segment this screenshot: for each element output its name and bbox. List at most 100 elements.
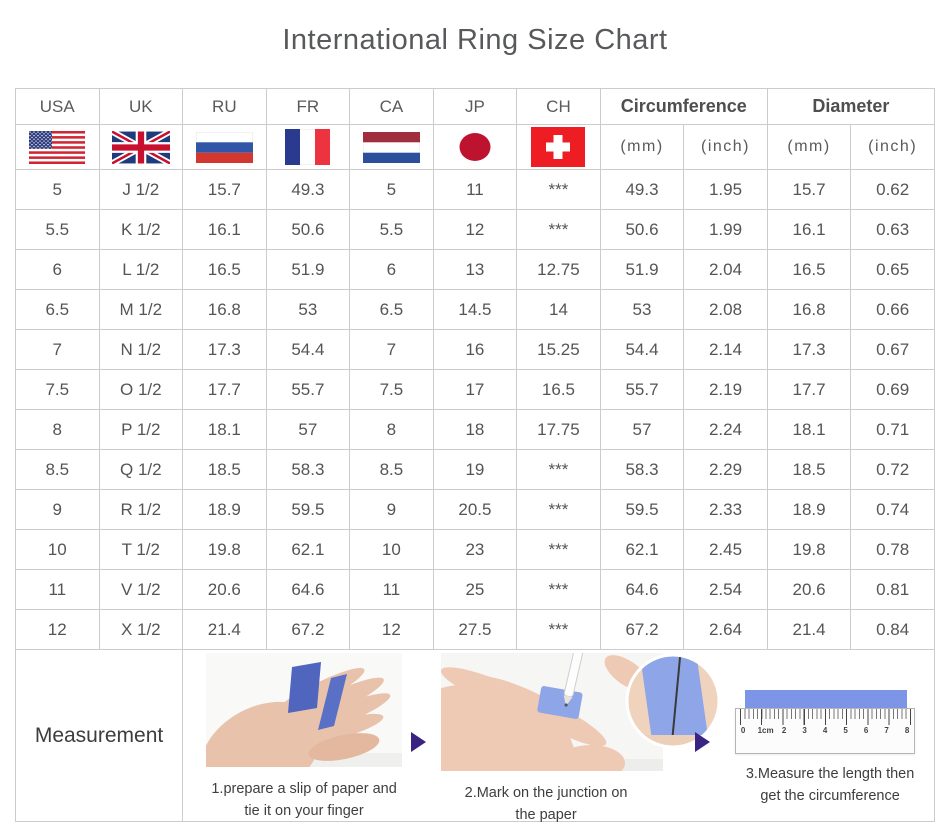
size-cell: 55.7	[265, 369, 351, 410]
size-cell: 15.25	[516, 329, 601, 370]
size-cell: 2.14	[683, 329, 768, 370]
ruler-label: 1cm	[757, 726, 774, 735]
netherlands-flag-icon	[362, 131, 420, 163]
size-cell: 0.74	[850, 489, 935, 530]
size-cell: 6	[15, 249, 100, 290]
size-row: 10 T 1/2 19.8 62.1 10 23 *** 62.1 2.45 19.8 0.78	[15, 529, 935, 570]
size-cell: 0.84	[850, 609, 935, 650]
flag-cell-jp	[432, 124, 518, 170]
size-cell: 10	[349, 529, 434, 570]
size-cell: 2.64	[683, 609, 768, 650]
hand-pen-marking-icon	[402, 638, 721, 806]
size-cell: 59.5	[265, 489, 351, 530]
step-1-caption: 1.prepare a slip of paper and tie it on …	[211, 781, 397, 819]
size-cell: 0.62	[850, 169, 935, 210]
flag-cell-ru	[182, 124, 267, 170]
size-cell: 14.5	[432, 289, 518, 330]
uk-flag-icon	[111, 130, 170, 164]
size-cell: 0.67	[850, 329, 935, 370]
size-cell: 20.5	[432, 489, 518, 530]
size-cell: 19.8	[182, 529, 267, 570]
unit-header-circumference-mm: (mm)	[599, 124, 685, 170]
size-cell: 12	[15, 609, 100, 650]
france-flag-icon	[285, 129, 331, 165]
size-cell: 0.63	[850, 209, 935, 250]
ring-size-table: USA UK RU FR CA JP CH Circumference Diam…	[14, 88, 936, 823]
size-cell: ***	[516, 609, 601, 650]
size-cell: 12.75	[516, 249, 601, 290]
size-cell: K 1/2	[98, 209, 184, 250]
column-header-row: USA UK RU FR CA JP CH Circumference Diam…	[15, 88, 936, 125]
paper-strip	[745, 690, 908, 709]
size-cell: 55.7	[599, 369, 685, 410]
size-cell: 18.1	[182, 409, 267, 450]
size-cell: 1.95	[683, 169, 768, 210]
flag-cell-fr	[265, 124, 351, 170]
page-title: International Ring Size Chart	[282, 24, 668, 56]
size-cell: 5	[15, 169, 100, 210]
size-cell: 2.33	[683, 489, 768, 530]
size-cell: 20.6	[182, 569, 267, 610]
size-cell: 8	[15, 409, 100, 450]
col-header-ch: CH	[516, 88, 601, 125]
size-cell: 67.2	[599, 609, 685, 650]
size-cell: Q 1/2	[98, 449, 184, 490]
size-cell: 19.8	[766, 529, 852, 570]
flag-cell-ca	[349, 124, 434, 170]
usa-flag-icon	[29, 130, 86, 164]
size-cell: 0.66	[850, 289, 935, 330]
flag-row: (mm) (inch) (mm) (inch)	[15, 124, 935, 170]
size-cell: 17.7	[766, 369, 852, 410]
right-arrow-icon	[695, 732, 711, 752]
flag-cell-usa	[15, 124, 100, 170]
col-header-fr: FR	[265, 88, 351, 125]
size-cell: P 1/2	[98, 409, 184, 450]
size-cell: 5.5	[349, 209, 434, 250]
size-cell: 8.5	[15, 449, 100, 490]
size-cell: 16.8	[182, 289, 267, 330]
size-cell: 15.7	[182, 169, 267, 210]
size-cell: 6	[349, 249, 434, 290]
size-cell: 13	[432, 249, 518, 290]
ruler-major-ticks	[740, 709, 912, 725]
size-cell: 53	[265, 289, 351, 330]
size-cell: 12	[349, 609, 434, 650]
ruler: 0 1cm 2 3 4 5 6 7 8	[735, 708, 916, 754]
size-cell: 15.7	[766, 169, 852, 210]
size-cell: 49.3	[599, 169, 685, 210]
size-cell: 59.5	[599, 489, 685, 530]
size-cell: 8	[349, 409, 434, 450]
size-cell: 23	[432, 529, 518, 570]
size-cell: 10	[15, 529, 100, 570]
size-cell: ***	[516, 529, 601, 570]
ruler-label: 7	[884, 726, 889, 735]
size-cell: 2.29	[683, 449, 768, 490]
size-cell: V 1/2	[98, 569, 184, 610]
size-cell: 0.65	[850, 249, 935, 290]
flag-cell-uk	[98, 124, 184, 170]
col-header-usa: USA	[15, 88, 100, 125]
size-cell: 17.3	[182, 329, 267, 370]
step-3-caption: 3.Measure the length then get the circum…	[745, 766, 915, 804]
size-cell: 0.72	[850, 449, 935, 490]
size-cell: 18	[432, 409, 518, 450]
size-cell: 58.3	[265, 449, 351, 490]
measurement-steps-cell: 1.prepare a slip of paper and tie it on …	[182, 638, 935, 823]
size-row: 6.5 M 1/2 16.8 53 6.5 14.5 14 53 2.08 16.8 0.66	[15, 289, 935, 330]
size-cell: 57	[265, 409, 351, 450]
size-cell: 64.6	[265, 569, 351, 610]
measurement-row: Measurement	[14, 638, 935, 823]
size-cell: 2.08	[683, 289, 768, 330]
size-cell: ***	[516, 569, 601, 610]
size-cell: 53	[599, 289, 685, 330]
size-cell: 0.71	[850, 409, 935, 450]
ruler-labels: 0 1cm 2 3 4 5 6 7 8	[737, 726, 913, 735]
size-cell: 1.99	[683, 209, 768, 250]
size-row: 12 X 1/2 21.4 67.2 12 27.5 *** 67.2 2.64 21.4 0.84	[15, 609, 935, 650]
size-cell: 5.5	[15, 209, 100, 250]
size-cell: 54.4	[265, 329, 351, 370]
